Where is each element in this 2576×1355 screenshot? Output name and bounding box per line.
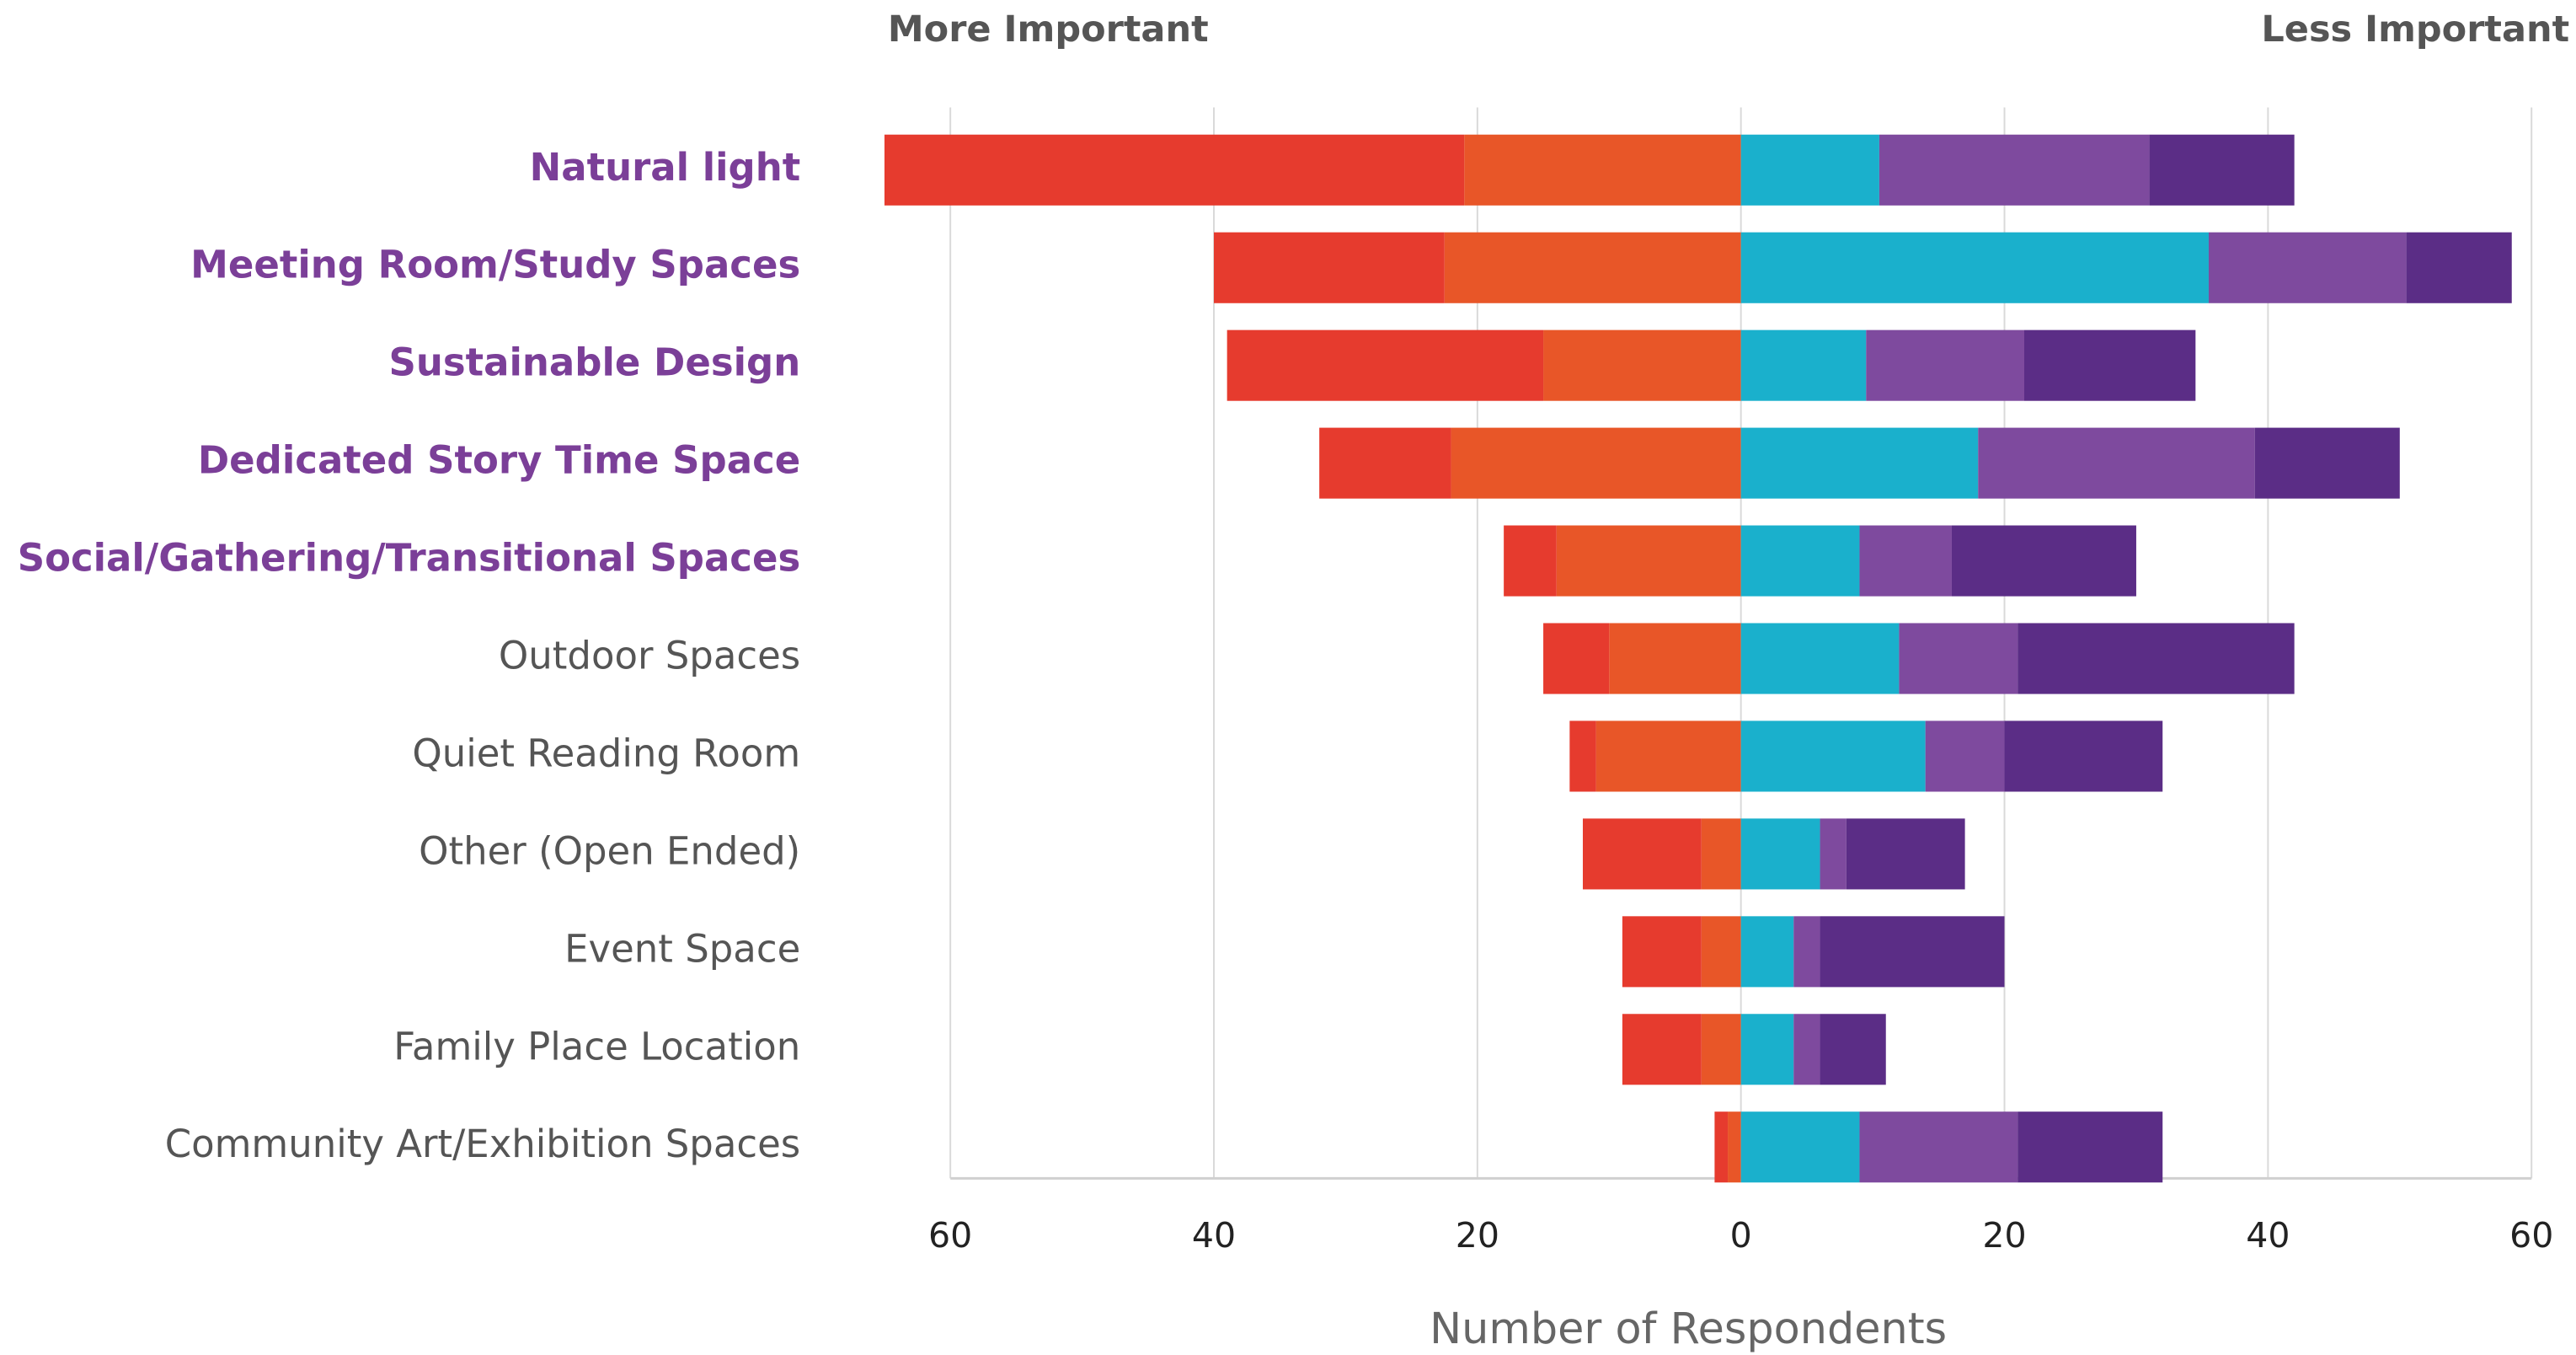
bar-segment: [1740, 329, 1867, 401]
annotation-left: More Important: [888, 8, 1209, 51]
category-label: Dedicated Story Time Space: [198, 438, 800, 483]
bar-segment: [1740, 232, 2209, 303]
bar-segment: [1740, 818, 1820, 890]
bar-segment: [1820, 916, 2005, 988]
bar-segment: [1227, 329, 1544, 401]
x-tick-label: 0: [1730, 1215, 1752, 1256]
bar-segment: [1793, 916, 1820, 988]
bar-segment: [1464, 134, 1741, 206]
category-label: Natural light: [530, 145, 801, 190]
bar-segment: [2149, 134, 2295, 206]
bar-segment: [1582, 818, 1702, 890]
bar-segment: [1556, 525, 1741, 597]
bar-segment: [1740, 720, 1926, 792]
bar-segment: [1701, 916, 1741, 988]
bar-segment: [1820, 818, 1846, 890]
category-label: Community Art/Exhibition Spaces: [165, 1122, 801, 1166]
bar-segment: [1951, 525, 2136, 597]
bar-segment: [2004, 720, 2163, 792]
bar-segment: [2208, 232, 2407, 303]
bar-segment: [1740, 427, 1979, 499]
bar-segment: [2406, 232, 2512, 303]
bar-segment: [1543, 623, 1610, 694]
category-label: Other (Open Ended): [419, 828, 800, 873]
bar-segment: [1714, 1111, 1729, 1183]
x-tick-label: 60: [928, 1215, 972, 1256]
bar-segment: [1740, 1111, 1860, 1183]
bar-segment: [1728, 1111, 1741, 1183]
bar-segment: [1740, 623, 1900, 694]
bar-segment: [1866, 329, 2024, 401]
category-label: Social/Gathering/Transitional Spaces: [18, 536, 801, 581]
category-label: Outdoor Spaces: [499, 634, 800, 678]
bar-segment: [1444, 232, 1741, 303]
bar-segment: [1622, 916, 1702, 988]
x-axis-title: Number of Respondents: [1430, 1304, 1947, 1353]
bar-segment: [1740, 525, 1860, 597]
bar-segment: [1925, 720, 2005, 792]
category-label: Event Space: [564, 926, 800, 971]
bar-segment: [1740, 1014, 1794, 1085]
bar-segment: [1846, 818, 1965, 890]
x-tick-label: 40: [1192, 1215, 1236, 1256]
bar-segment: [1701, 818, 1741, 890]
bar-segment: [1609, 623, 1741, 694]
bar-segment: [2023, 329, 2196, 401]
bar-segment: [1595, 720, 1741, 792]
bar-segment: [1214, 232, 1445, 303]
bar-segment: [2018, 1111, 2163, 1183]
bar-segment: [1978, 427, 2255, 499]
x-tick-label: 20: [1456, 1215, 1499, 1256]
bar-segment: [1899, 623, 2018, 694]
bar-segment: [1622, 1014, 1702, 1085]
category-label: Sustainable Design: [388, 340, 800, 385]
bar-segment: [1793, 1014, 1820, 1085]
bar-segment: [2018, 623, 2295, 694]
bar-segment: [1859, 525, 1952, 597]
bar-segment: [2254, 427, 2400, 499]
bar-segment: [1569, 720, 1596, 792]
annotation-right: Less Important: [2261, 8, 2569, 51]
category-label: Meeting Room/Study Spaces: [190, 243, 800, 287]
bar-segment: [1859, 1111, 2018, 1183]
bar-segment: [1504, 525, 1557, 597]
bar-segment: [1740, 916, 1794, 988]
bar-segment: [1701, 1014, 1741, 1085]
category-label: Family Place Location: [393, 1024, 800, 1068]
x-tick-label: 40: [2246, 1215, 2290, 1256]
category-label: Quiet Reading Room: [412, 731, 800, 775]
bar-segment: [1820, 1014, 1886, 1085]
bar-segment: [1543, 329, 1741, 401]
bar-segment: [1879, 134, 2150, 206]
bar-segment: [1740, 134, 1879, 206]
x-tick-label: 60: [2509, 1215, 2553, 1256]
x-tick-label: 20: [1982, 1215, 2026, 1256]
bar-segment: [884, 134, 1465, 206]
bar-segment: [1451, 427, 1741, 499]
bar-segment: [1319, 427, 1451, 499]
